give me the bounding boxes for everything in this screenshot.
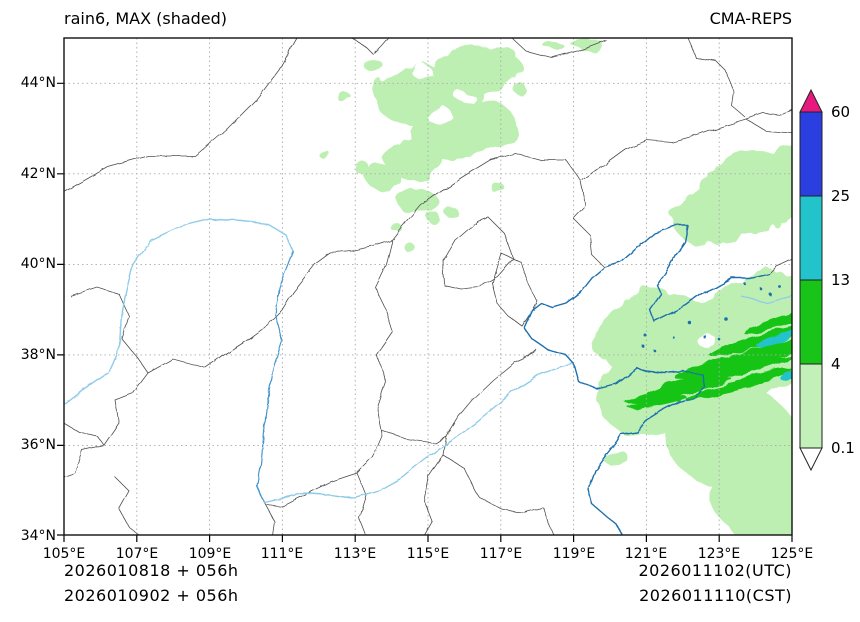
rain-shading-holes	[414, 67, 714, 344]
liao-river-path	[740, 295, 792, 304]
colorbar	[796, 84, 856, 484]
colorbar-segment-green	[799, 279, 823, 365]
init-time-cst: 2026010902 + 056h	[64, 586, 239, 605]
lat-tick-label: 36°N	[20, 437, 56, 453]
colorbar-segment-cyan	[799, 195, 823, 281]
colorbar-tick-label: 0.1	[831, 439, 855, 457]
lat-tick-label: 44°N	[20, 75, 56, 91]
colorbar-segment-pale	[799, 363, 823, 449]
colorbar-tick-label: 4	[831, 355, 841, 373]
province-boundaries	[64, 38, 792, 535]
lon-tick-label: 119°E	[552, 546, 596, 562]
colorbar-tick-label: 13	[831, 271, 851, 289]
yellow-river-path	[64, 218, 792, 503]
lat-tick-label: 38°N	[20, 347, 56, 363]
map-plot	[57, 37, 793, 542]
colorbar-segment-blue	[799, 111, 823, 197]
graticule-gridlines	[64, 38, 792, 535]
lon-tick-label: 107°E	[115, 546, 159, 562]
colorbar-over-triangle	[799, 88, 823, 113]
lon-tick-label: 113°E	[333, 546, 377, 562]
lon-tick-label: 123°E	[697, 546, 741, 562]
coastline-path	[523, 225, 781, 535]
lon-tick-label: 125°E	[770, 546, 814, 562]
lat-tick-label: 42°N	[20, 166, 56, 182]
rain-streaks-medium-band	[625, 307, 792, 409]
valid-time-utc: 2026011102(UTC)	[638, 561, 792, 580]
lon-tick-label: 117°E	[479, 546, 523, 562]
lon-tick-label: 109°E	[188, 546, 232, 562]
model-name-label: CMA-REPS	[709, 9, 792, 28]
colorbar-tick-label: 25	[831, 187, 851, 205]
lat-tick-label: 40°N	[20, 256, 56, 272]
axis-ticks	[57, 82, 793, 542]
lat-tick-label: 34°N	[20, 528, 56, 544]
valid-time-cst: 2026011110(CST)	[639, 586, 792, 605]
colorbar-tick-label: 60	[831, 103, 851, 121]
page-title: rain6, MAX (shaded)	[64, 9, 228, 28]
map-area	[54, 28, 802, 546]
islands	[641, 281, 781, 352]
lon-tick-label: 121°E	[624, 546, 668, 562]
lon-tick-label: 105°E	[42, 546, 86, 562]
lon-tick-label: 115°E	[406, 546, 450, 562]
init-time-utc: 2026010818 + 056h	[64, 561, 239, 580]
plot-frame	[63, 37, 793, 536]
colorbar-under-triangle	[799, 447, 823, 472]
rain-shading-light-band	[321, 38, 792, 535]
lon-tick-label: 111°E	[260, 546, 304, 562]
